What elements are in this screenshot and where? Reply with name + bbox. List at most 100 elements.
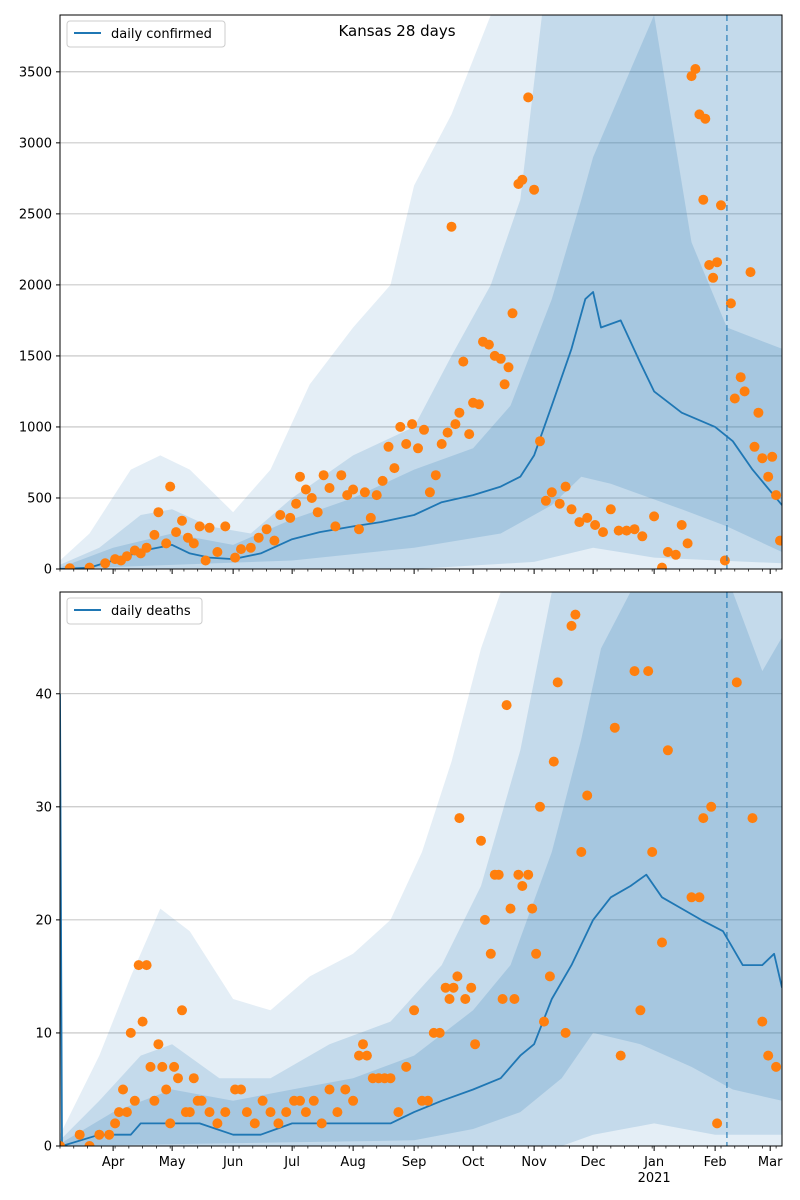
confidence-band	[60, 15, 782, 569]
deaths-legend: daily deaths	[66, 597, 203, 625]
data-point	[771, 490, 782, 501]
data-point	[125, 1027, 136, 1038]
data-point	[200, 555, 211, 566]
data-point	[613, 525, 624, 536]
y-tick-label: 40	[35, 687, 52, 702]
data-point	[566, 620, 577, 631]
data-point	[121, 551, 132, 562]
data-point	[523, 869, 534, 880]
x-tick-label: Jul	[283, 1155, 300, 1170]
y-tick-label: 20	[35, 913, 52, 928]
data-point	[118, 1084, 128, 1095]
data-point	[354, 524, 364, 535]
data-point	[401, 1061, 412, 1072]
data-point	[662, 745, 673, 756]
x-tick-label: Feb	[704, 1155, 727, 1170]
data-point	[153, 1039, 164, 1050]
data-point	[527, 903, 538, 914]
data-point	[436, 439, 447, 449]
data-point	[157, 1061, 168, 1072]
x-tick-label: Apr	[102, 1155, 125, 1170]
data-point	[706, 801, 717, 812]
data-point	[540, 495, 551, 506]
data-point	[771, 1061, 782, 1072]
y-tick-label: 2500	[19, 207, 52, 222]
data-point	[171, 527, 182, 538]
data-point	[261, 524, 272, 535]
data-point	[94, 1129, 105, 1140]
data-point	[719, 555, 730, 566]
data-point	[220, 521, 231, 532]
confidence-band	[60, 592, 782, 1146]
data-point	[458, 356, 469, 367]
confirmed-line	[60, 291, 782, 569]
data-point	[74, 1129, 85, 1140]
data-point	[716, 200, 726, 211]
data-point	[546, 487, 557, 498]
data-point	[690, 64, 701, 74]
deaths-line	[60, 693, 782, 1146]
data-point	[121, 1107, 132, 1118]
data-point	[505, 903, 516, 914]
data-point	[177, 515, 187, 526]
data-point	[430, 470, 441, 481]
data-point	[757, 453, 768, 464]
y-tick-label: 10	[35, 1026, 52, 1041]
y-tick-label: 1000	[19, 420, 52, 435]
data-point	[745, 267, 756, 278]
chart-title: Kansas 28 days	[338, 22, 455, 40]
data-point	[354, 1050, 364, 1061]
y-tick-label: 1500	[19, 349, 52, 364]
data-point	[590, 520, 601, 530]
data-point	[114, 1107, 124, 1118]
data-point	[330, 521, 341, 532]
confidence-band	[60, 592, 782, 1146]
data-point	[700, 113, 711, 124]
data-point	[474, 399, 484, 410]
data-point	[698, 813, 709, 824]
data-point	[739, 386, 750, 397]
data-point	[401, 439, 412, 449]
x-tick-label: Mar	[758, 1155, 783, 1170]
data-point	[249, 1118, 260, 1129]
data-point	[647, 847, 658, 857]
data-point	[609, 722, 620, 733]
deaths-chart: 0 10 20 30 40 Apr May Jun Jul Aug Sep Oct Nov Dec Jan…	[35, 591, 783, 1186]
data-point	[662, 547, 673, 557]
data-point	[316, 1118, 327, 1129]
data-point	[657, 562, 667, 569]
data-point	[560, 481, 571, 492]
data-point	[169, 1061, 180, 1072]
deaths-points	[60, 609, 782, 1146]
data-point	[291, 498, 302, 509]
data-point	[570, 609, 581, 620]
data-point	[84, 1141, 95, 1146]
data-point	[285, 512, 296, 523]
data-point	[358, 1039, 368, 1050]
data-point	[275, 510, 286, 520]
data-point	[359, 487, 370, 498]
data-point	[340, 1084, 351, 1095]
data-point	[133, 960, 144, 971]
data-point	[763, 1050, 774, 1061]
confidence-band	[60, 15, 782, 569]
x-tick-label: Dec	[581, 1155, 606, 1170]
data-point	[64, 563, 75, 569]
data-point	[517, 174, 528, 185]
data-point	[493, 869, 504, 880]
data-point	[188, 538, 199, 549]
data-point	[424, 487, 435, 498]
confirmed-x-ticks	[59, 569, 777, 574]
data-point	[708, 272, 719, 283]
data-point	[757, 1016, 768, 1027]
data-point	[501, 700, 512, 711]
data-point	[635, 1005, 646, 1016]
legend-box	[66, 20, 226, 48]
data-point	[460, 994, 471, 1004]
data-point	[377, 475, 388, 486]
data-point	[149, 529, 160, 540]
data-point	[615, 1050, 626, 1061]
confirmed-bands	[60, 15, 782, 569]
data-point	[598, 527, 608, 538]
